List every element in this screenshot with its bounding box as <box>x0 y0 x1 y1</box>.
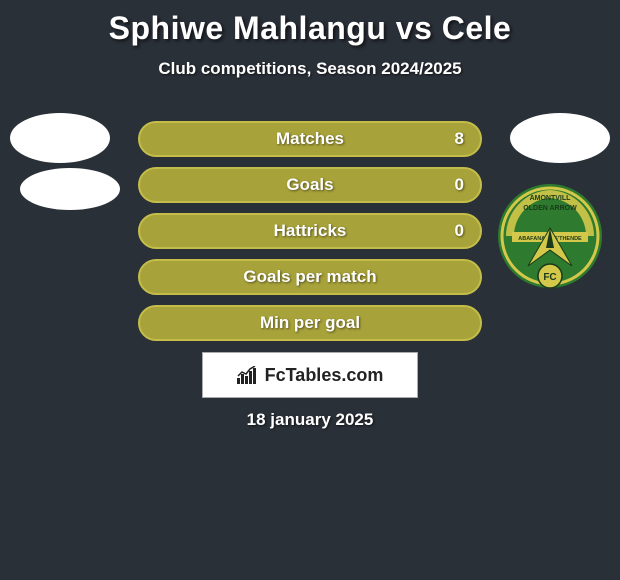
svg-text:FC: FC <box>543 272 556 283</box>
page-title: Sphiwe Mahlangu vs Cele <box>0 0 620 47</box>
stat-label: Matches <box>276 129 344 149</box>
stat-value: 8 <box>455 129 464 149</box>
stats-rows: Matches 8 Goals 0 Hattricks 0 Goals per … <box>138 121 482 351</box>
brand-text: FcTables.com <box>265 365 384 386</box>
stat-value: 0 <box>455 175 464 195</box>
player-left-club-placeholder <box>20 168 120 210</box>
svg-text:AMONTVILL: AMONTVILL <box>530 195 572 202</box>
player-right-avatar <box>510 113 610 163</box>
stat-label: Goals <box>286 175 333 195</box>
report-date: 18 january 2025 <box>0 410 620 430</box>
stat-row: Hattricks 0 <box>138 213 482 249</box>
stat-row: Matches 8 <box>138 121 482 157</box>
stat-label: Goals per match <box>243 267 376 287</box>
bar-chart-icon <box>237 366 259 384</box>
brand-attribution[interactable]: FcTables.com <box>202 352 418 398</box>
stat-row: Min per goal <box>138 305 482 341</box>
stat-label: Hattricks <box>274 221 347 241</box>
golden-arrows-badge-icon: AMONTVILL OLDEN ARROW ABAFANA BES'THENDE… <box>498 178 602 294</box>
stat-row: Goals 0 <box>138 167 482 203</box>
club-badge-right: AMONTVILL OLDEN ARROW ABAFANA BES'THENDE… <box>498 178 602 294</box>
stat-value: 0 <box>455 221 464 241</box>
player-left-avatar <box>10 113 110 163</box>
stat-row: Goals per match <box>138 259 482 295</box>
stat-label: Min per goal <box>260 313 360 333</box>
subtitle: Club competitions, Season 2024/2025 <box>0 59 620 79</box>
svg-text:OLDEN ARROW: OLDEN ARROW <box>523 205 577 212</box>
